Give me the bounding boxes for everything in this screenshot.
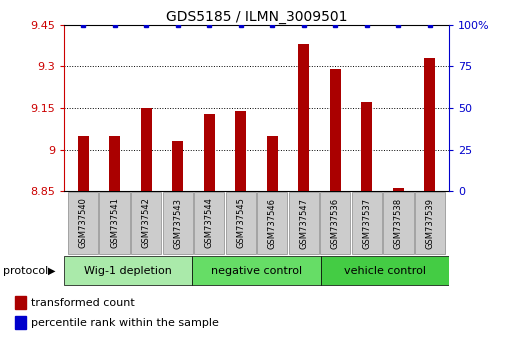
FancyBboxPatch shape — [352, 192, 382, 254]
FancyBboxPatch shape — [100, 192, 130, 254]
Bar — [141, 108, 152, 191]
FancyBboxPatch shape — [192, 256, 321, 285]
Text: ▶: ▶ — [48, 266, 55, 276]
Text: vehicle control: vehicle control — [344, 266, 426, 276]
Text: GSM737546: GSM737546 — [268, 198, 277, 249]
Text: GSM737540: GSM737540 — [78, 198, 88, 249]
Bar — [298, 44, 309, 191]
FancyBboxPatch shape — [163, 192, 193, 254]
FancyBboxPatch shape — [383, 192, 413, 254]
Text: GSM737537: GSM737537 — [362, 198, 371, 249]
Text: GSM737541: GSM737541 — [110, 198, 119, 249]
Bar — [235, 111, 246, 191]
Text: GSM737539: GSM737539 — [425, 198, 435, 249]
Text: GSM737547: GSM737547 — [299, 198, 308, 249]
FancyBboxPatch shape — [415, 192, 445, 254]
FancyBboxPatch shape — [194, 192, 224, 254]
FancyBboxPatch shape — [68, 192, 98, 254]
Bar — [109, 136, 120, 191]
Text: protocol: protocol — [3, 266, 48, 276]
Bar — [172, 141, 183, 191]
Bar — [267, 136, 278, 191]
FancyBboxPatch shape — [320, 192, 350, 254]
Text: GSM737538: GSM737538 — [394, 198, 403, 249]
Text: transformed count: transformed count — [31, 298, 135, 308]
FancyBboxPatch shape — [257, 192, 287, 254]
Text: percentile rank within the sample: percentile rank within the sample — [31, 318, 219, 327]
Bar — [204, 114, 215, 191]
Bar — [361, 102, 372, 191]
Text: GSM737542: GSM737542 — [142, 198, 151, 249]
Bar — [424, 58, 436, 191]
Bar — [77, 136, 89, 191]
Text: negative control: negative control — [211, 266, 302, 276]
FancyBboxPatch shape — [226, 192, 256, 254]
FancyBboxPatch shape — [289, 192, 319, 254]
Text: Wig-1 depletion: Wig-1 depletion — [84, 266, 172, 276]
Text: GSM737536: GSM737536 — [331, 198, 340, 249]
Text: GSM737544: GSM737544 — [205, 198, 214, 249]
Text: GSM737543: GSM737543 — [173, 198, 182, 249]
FancyBboxPatch shape — [64, 256, 192, 285]
Text: GSM737545: GSM737545 — [236, 198, 245, 249]
Title: GDS5185 / ILMN_3009501: GDS5185 / ILMN_3009501 — [166, 10, 347, 24]
FancyBboxPatch shape — [321, 256, 449, 285]
Bar — [330, 69, 341, 191]
Bar — [15, 316, 26, 329]
Bar — [393, 188, 404, 191]
Bar — [15, 296, 26, 309]
FancyBboxPatch shape — [131, 192, 161, 254]
